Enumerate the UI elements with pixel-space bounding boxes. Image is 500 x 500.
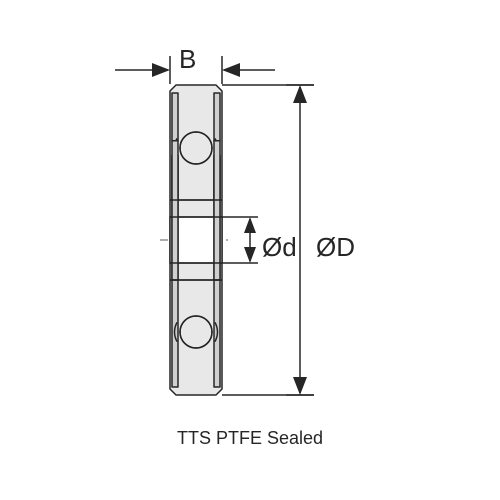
caption-text: TTS PTFE Sealed bbox=[0, 428, 500, 449]
bearing-diagram-svg bbox=[0, 0, 500, 500]
dim-label-D: ØD bbox=[316, 232, 355, 263]
dim-label-d: Ød bbox=[262, 232, 297, 263]
dim-label-B: B bbox=[179, 44, 196, 75]
